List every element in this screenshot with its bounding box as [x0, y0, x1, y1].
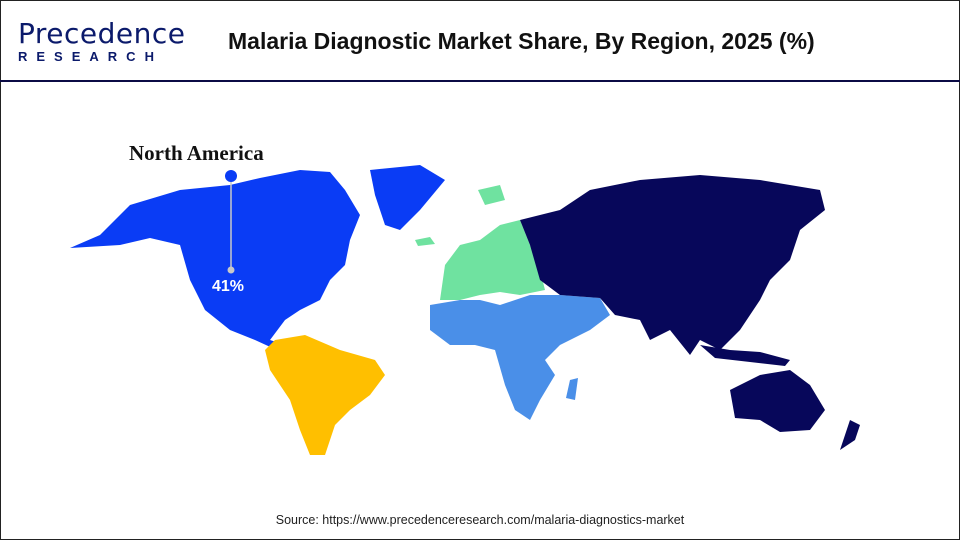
- region-middle-east-africa[interactable]: [430, 295, 610, 420]
- region-latin-america[interactable]: [265, 335, 385, 455]
- region-north-america[interactable]: [70, 165, 445, 356]
- callout-anchor: [227, 266, 235, 274]
- callout-value: 41%: [212, 278, 245, 295]
- callout-marker: [225, 170, 237, 182]
- logo-text: Precedence: [18, 17, 186, 50]
- page-title: Malaria Diagnostic Market Share, By Regi…: [228, 28, 815, 54]
- region-europe[interactable]: [415, 185, 545, 300]
- world-map: [70, 165, 860, 455]
- source-text: Source: https://www.precedenceresearch.c…: [275, 513, 685, 527]
- callout-region-label: North America: [129, 141, 264, 165]
- logo: Precedence RESEARCH: [18, 17, 186, 65]
- header: Precedence RESEARCH Malaria Diagnostic M…: [0, 0, 960, 82]
- region-asia-pacific[interactable]: [520, 175, 860, 450]
- logo-subtext: RESEARCH: [18, 49, 163, 64]
